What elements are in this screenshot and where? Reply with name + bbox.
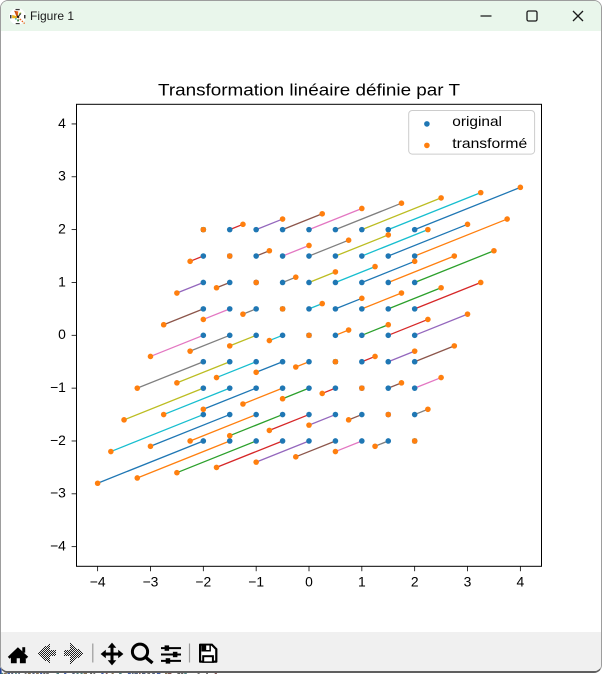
svg-text:−3: −3 <box>50 485 66 501</box>
svg-text:−3: −3 <box>143 573 159 589</box>
svg-text:1: 1 <box>358 573 366 589</box>
svg-text:Transformation linéaire défini: Transformation linéaire définie par T <box>158 80 460 99</box>
svg-text:−4: −4 <box>50 538 66 554</box>
svg-text:1: 1 <box>58 273 66 289</box>
svg-text:3: 3 <box>58 168 66 184</box>
svg-text:4: 4 <box>517 573 525 589</box>
svg-text:transformé: transformé <box>452 135 527 151</box>
svg-text:−1: −1 <box>248 573 264 589</box>
svg-text:2: 2 <box>411 573 419 589</box>
svg-text:−4: −4 <box>90 573 106 589</box>
svg-text:0: 0 <box>58 326 66 342</box>
svg-text:3: 3 <box>464 573 472 589</box>
svg-text:4: 4 <box>58 115 66 131</box>
svg-text:−2: −2 <box>195 573 211 589</box>
svg-text:−1: −1 <box>50 379 66 395</box>
svg-text:2: 2 <box>58 221 66 237</box>
svg-text:−2: −2 <box>50 432 66 448</box>
svg-text:original: original <box>452 113 502 129</box>
svg-text:0: 0 <box>305 573 313 589</box>
